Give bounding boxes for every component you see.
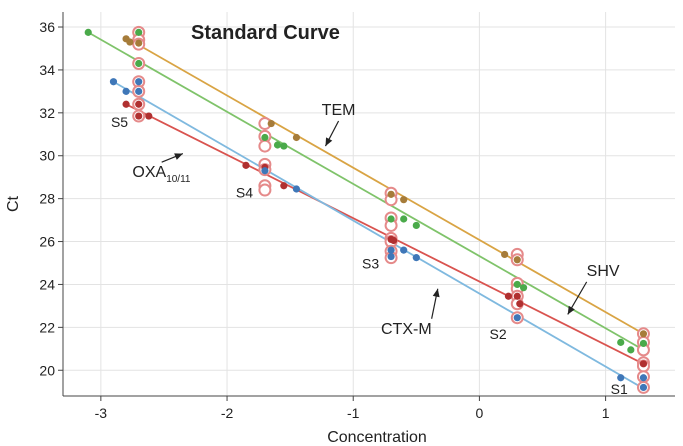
y-tick-label: 30: [39, 148, 55, 164]
data-point-ctx-m: [639, 374, 648, 382]
data-point-tem: [126, 38, 134, 46]
data-point-tem: [387, 190, 395, 198]
data-point-tem: [400, 196, 408, 204]
annotation-text: CTX-M: [381, 321, 432, 338]
data-point-oxa10-11: [516, 300, 524, 308]
annotation-text: OXA: [132, 164, 166, 181]
data-point-ctx-m: [387, 246, 395, 254]
fit-line-tem: [125, 36, 644, 335]
y-tick-label: 32: [39, 105, 55, 121]
data-point-oxa10-11: [242, 161, 250, 169]
data-point-ctx-m: [617, 374, 625, 382]
data-point-shv: [412, 221, 420, 230]
data-point-shv: [627, 346, 635, 354]
data-point-oxa10-11: [513, 292, 521, 300]
standard-ring: [258, 139, 272, 153]
y-tick-label: 24: [39, 276, 55, 292]
y-tick-label: 20: [39, 362, 55, 378]
data-point-oxa10-11: [122, 100, 130, 108]
data-point-shv: [261, 133, 269, 142]
annotation-arrowhead: [174, 153, 183, 160]
fit-line-ctx-m: [113, 80, 644, 390]
standard-label: S2: [490, 326, 507, 342]
data-point-shv: [135, 59, 143, 68]
annotation-label: SHV: [587, 263, 620, 280]
standard-label: S1: [611, 381, 628, 397]
x-tick-label: -2: [221, 405, 234, 421]
annotations: TEM OXA10/11 CTX-M SHV: [132, 102, 619, 338]
data-point-shv: [617, 338, 625, 346]
data-point-ctx-m: [400, 246, 408, 254]
data-point-ctx-m: [639, 383, 648, 392]
data-point-oxa10-11: [135, 100, 143, 108]
chart-title: Standard Curve: [191, 22, 340, 44]
data-point-shv: [519, 284, 528, 292]
x-tick-label: -1: [347, 405, 360, 421]
y-tick-label: 22: [39, 319, 55, 335]
data-point-ctx-m: [122, 87, 130, 95]
y-tick-label: 34: [39, 62, 55, 78]
data-point-tem: [513, 256, 521, 264]
standard-label: S5: [111, 114, 128, 130]
annotation-arrowhead: [432, 288, 440, 298]
data-point-oxa10-11: [135, 112, 143, 120]
data-point-ctx-m: [261, 167, 269, 175]
y-tick-label: 28: [39, 191, 55, 207]
standard-label: S4: [236, 185, 253, 201]
data-point-shv: [639, 339, 648, 348]
annotation-arrowhead: [567, 305, 575, 315]
annotation-text: SHV: [587, 263, 620, 280]
data-points: [84, 25, 650, 394]
annotation-label: TEM: [322, 102, 356, 119]
data-point-tem: [135, 39, 143, 47]
data-point-shv: [273, 141, 282, 149]
x-tick-label: 0: [476, 405, 484, 421]
data-point-shv: [280, 142, 288, 150]
fit-line-oxa10-11: [125, 103, 644, 365]
data-point-tem: [292, 133, 301, 142]
data-point-oxa10-11: [145, 112, 153, 120]
data-point-ctx-m: [513, 314, 521, 322]
annotation-label: CTX-M: [381, 321, 432, 338]
annotation-subscript: 10/11: [166, 174, 191, 185]
x-axis-title: Concentration: [327, 429, 427, 446]
data-point-ctx-m: [135, 78, 143, 86]
fit-lines: [87, 31, 644, 390]
data-point-ctx-m: [412, 254, 420, 262]
axes: -3 -2 -1 0 1 20 22 24 26 28 30 32 34 36: [39, 12, 675, 421]
data-point-oxa10-11: [504, 292, 513, 300]
standard-labels: S5 S4 S3 S2 S1: [111, 114, 628, 397]
data-point-ctx-m: [387, 252, 395, 261]
data-point-shv: [400, 215, 408, 223]
data-point-tem: [267, 119, 275, 128]
data-point-shv: [387, 215, 395, 223]
data-point-tem: [501, 250, 509, 259]
data-point-shv: [84, 28, 92, 36]
data-point-shv: [513, 280, 521, 289]
grid: [63, 12, 675, 396]
data-point-tem: [639, 330, 648, 338]
data-point-oxa10-11: [390, 236, 398, 245]
data-point-shv: [135, 28, 143, 36]
x-tick-label: -3: [95, 405, 108, 421]
data-point-oxa10-11: [639, 360, 648, 368]
annotation-label: OXA10/11: [132, 164, 191, 185]
annotation-text: TEM: [322, 102, 356, 119]
data-point-ctx-m: [292, 185, 301, 193]
y-axis-title: Ct: [5, 195, 22, 212]
annotation-arrowhead: [325, 137, 333, 147]
data-point-ctx-m: [109, 78, 118, 86]
data-point-oxa10-11: [280, 182, 288, 190]
standard-ring: [258, 183, 272, 197]
standard-label: S3: [362, 255, 379, 271]
y-tick-label: 26: [39, 234, 55, 250]
y-tick-label: 36: [39, 19, 55, 35]
x-tick-label: 1: [602, 405, 610, 421]
fit-line-shv: [87, 31, 644, 351]
data-point-ctx-m: [135, 87, 143, 95]
